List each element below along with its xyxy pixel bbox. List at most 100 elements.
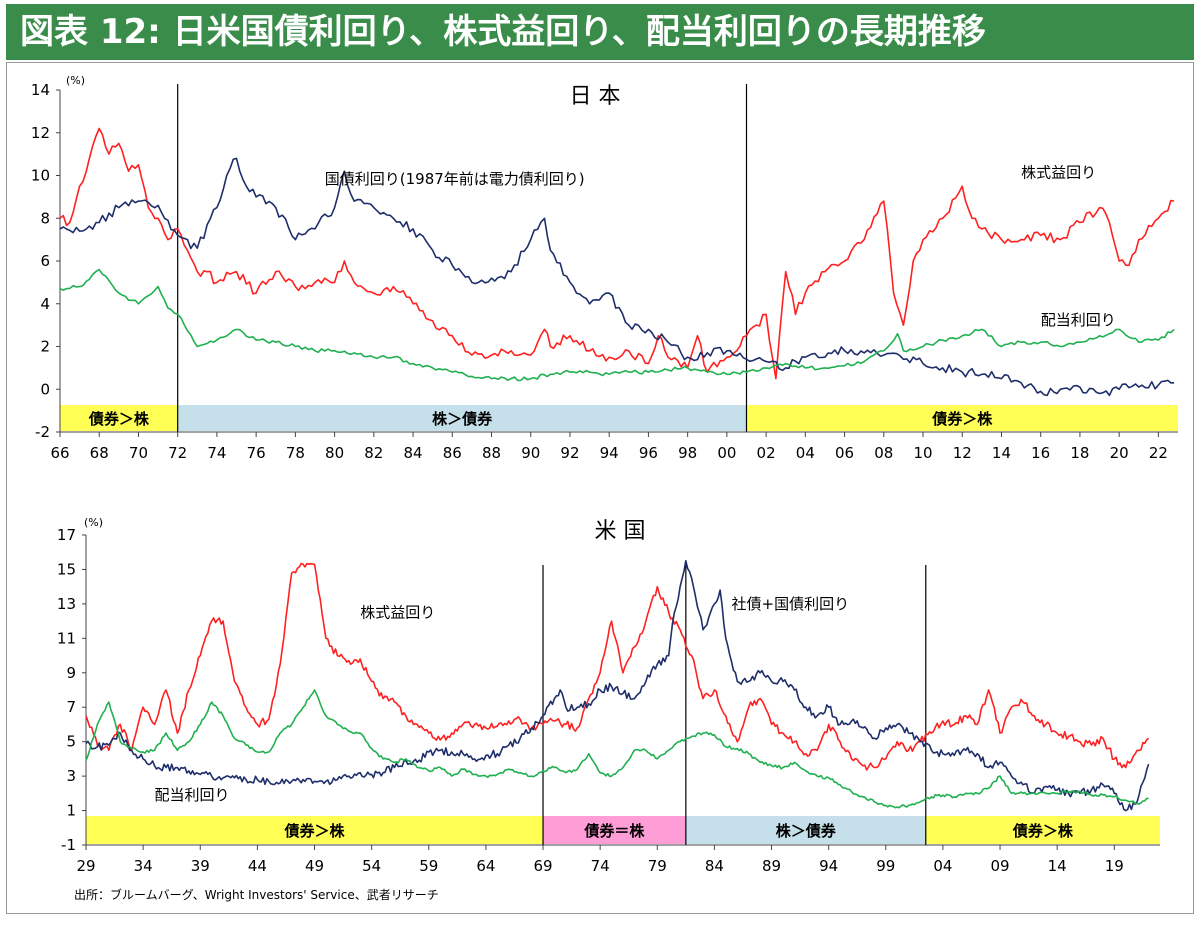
band-label-3: 債券＞株 bbox=[1012, 822, 1074, 840]
x-tick-label: 39 bbox=[191, 857, 210, 875]
x-tick-label: 64 bbox=[476, 857, 495, 875]
series-line-0 bbox=[85, 562, 1150, 771]
y-tick-label: 11 bbox=[57, 629, 76, 647]
x-tick-label: 86 bbox=[443, 444, 462, 462]
x-tick-label: 16 bbox=[1031, 444, 1050, 462]
band-label-2: 債券＞株 bbox=[931, 410, 993, 428]
x-tick-label: 68 bbox=[90, 444, 109, 462]
unit-label: (%) bbox=[84, 516, 103, 529]
series-line-1 bbox=[85, 560, 1150, 812]
x-tick-label: 18 bbox=[1070, 444, 1089, 462]
x-tick-label: 92 bbox=[560, 444, 579, 462]
series-line-2 bbox=[85, 689, 1149, 809]
x-tick-label: 12 bbox=[953, 444, 972, 462]
y-tick-label: 14 bbox=[31, 81, 50, 99]
y-tick-label: 10 bbox=[31, 167, 50, 185]
x-tick-label: 70 bbox=[129, 444, 148, 462]
y-tick-label: 13 bbox=[57, 595, 76, 613]
x-tick-label: 59 bbox=[419, 857, 438, 875]
x-tick-label: 76 bbox=[247, 444, 266, 462]
band-1 bbox=[543, 816, 686, 844]
series-label-2: 配当利回り bbox=[1041, 311, 1116, 329]
x-tick-label: 74 bbox=[591, 857, 610, 875]
x-tick-label: 00 bbox=[717, 444, 736, 462]
x-tick-label: 54 bbox=[362, 857, 381, 875]
band-label-1: 債券＝株 bbox=[583, 822, 645, 840]
y-tick-label: 6 bbox=[40, 252, 50, 270]
y-tick-label: 1 bbox=[66, 802, 76, 820]
series-label-2: 配当利回り bbox=[155, 786, 230, 804]
y-tick-label: 0 bbox=[40, 380, 50, 398]
band-3 bbox=[925, 816, 1160, 844]
x-tick-label: 14 bbox=[992, 444, 1011, 462]
x-tick-label: 88 bbox=[482, 444, 501, 462]
x-tick-label: 89 bbox=[762, 857, 781, 875]
x-tick-label: 94 bbox=[819, 857, 838, 875]
x-tick-label: 82 bbox=[364, 444, 383, 462]
x-tick-label: 19 bbox=[1105, 857, 1124, 875]
y-tick-label: 4 bbox=[40, 295, 50, 313]
x-tick-label: 14 bbox=[1048, 857, 1067, 875]
x-tick-label: 29 bbox=[76, 857, 95, 875]
x-tick-label: 04 bbox=[933, 857, 952, 875]
x-tick-label: 80 bbox=[325, 444, 344, 462]
x-tick-label: 10 bbox=[913, 444, 932, 462]
x-tick-label: 69 bbox=[533, 857, 552, 875]
x-tick-label: 09 bbox=[990, 857, 1009, 875]
x-tick-label: 34 bbox=[134, 857, 153, 875]
x-tick-label: 98 bbox=[678, 444, 697, 462]
y-tick-label: 7 bbox=[66, 698, 76, 716]
series-label-1: 社債+国債利回り bbox=[732, 595, 850, 613]
series-label-1: 株式益回り bbox=[1021, 164, 1096, 182]
y-tick-label: 12 bbox=[31, 124, 50, 142]
x-tick-label: 22 bbox=[1149, 444, 1168, 462]
x-tick-label: 74 bbox=[207, 444, 226, 462]
x-tick-label: 04 bbox=[796, 444, 815, 462]
x-tick-label: 44 bbox=[248, 857, 267, 875]
source-note: 出所：ブルームバーグ、Wright Investors' Service、武者リ… bbox=[74, 888, 439, 902]
chart-title: 日 本 bbox=[570, 84, 621, 109]
series-line-1 bbox=[59, 157, 1175, 397]
y-tick-label: 15 bbox=[57, 560, 76, 578]
chart-title: 米 国 bbox=[595, 519, 646, 544]
band-label-0: 債券＞株 bbox=[284, 822, 346, 840]
band-0 bbox=[60, 405, 178, 431]
chart-us: 債券＞株 債券＝株 株＞債券 債券＞株 17 15 13 11 9 7 5 3 1 -129 34 39 44 4… bbox=[57, 516, 1160, 875]
series-label-0: 国債利回り(1987年前は電力債利回り) bbox=[325, 170, 585, 188]
band-2 bbox=[746, 405, 1178, 431]
band-label-2: 株＞債券 bbox=[776, 822, 837, 840]
y-tick-label: 5 bbox=[66, 733, 76, 751]
x-tick-label: 06 bbox=[835, 444, 854, 462]
figure-title: 図表 12: 日米国債利回り、株式益回り、配当利回りの長期推移 bbox=[6, 4, 1194, 60]
x-tick-label: 02 bbox=[757, 444, 776, 462]
x-tick-label: 72 bbox=[168, 444, 187, 462]
series-label-0: 株式益回り bbox=[360, 604, 435, 622]
x-tick-label: 49 bbox=[305, 857, 324, 875]
y-tick-label: 17 bbox=[57, 526, 76, 544]
x-tick-label: 08 bbox=[874, 444, 893, 462]
x-tick-label: 20 bbox=[1110, 444, 1129, 462]
x-tick-label: 66 bbox=[50, 444, 69, 462]
x-tick-label: 79 bbox=[648, 857, 667, 875]
unit-label: (%) bbox=[66, 74, 85, 87]
x-tick-label: 84 bbox=[705, 857, 724, 875]
y-tick-label: 2 bbox=[40, 338, 50, 356]
series-line-2 bbox=[59, 268, 1175, 382]
band-2 bbox=[685, 816, 926, 844]
band-label-1: 株＞債券 bbox=[432, 410, 493, 428]
y-tick-label: -1 bbox=[61, 836, 76, 854]
x-tick-label: 78 bbox=[286, 444, 305, 462]
x-tick-label: 84 bbox=[404, 444, 423, 462]
band-label-0: 債券＞株 bbox=[88, 410, 150, 428]
x-tick-label: 90 bbox=[521, 444, 540, 462]
band-1 bbox=[177, 405, 747, 431]
y-tick-label: 8 bbox=[40, 209, 50, 227]
y-tick-label: 3 bbox=[66, 767, 76, 785]
x-tick-label: 99 bbox=[876, 857, 895, 875]
y-tick-label: 9 bbox=[66, 664, 76, 682]
y-tick-label: -2 bbox=[35, 423, 50, 441]
band-0 bbox=[86, 816, 544, 844]
